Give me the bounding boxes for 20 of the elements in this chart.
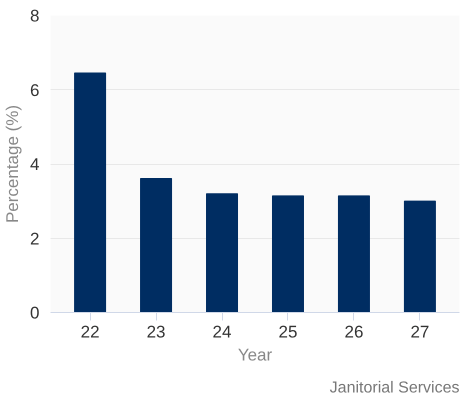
x-tick-label: 24 [212, 322, 232, 342]
bar [272, 195, 304, 312]
x-tick-label: 27 [410, 322, 430, 342]
y-tick-label: 0 [30, 304, 40, 322]
y-tick-label: 4 [30, 155, 40, 174]
x-axis-title: Year [238, 346, 273, 364]
bar [74, 72, 106, 312]
bar [338, 195, 370, 312]
bar [140, 178, 172, 312]
y-tick-label: 8 [30, 6, 40, 26]
bar [206, 193, 238, 312]
x-tick-label: 25 [278, 322, 298, 342]
bar [404, 200, 436, 312]
text: Janitorial Services [330, 380, 460, 396]
y-tick-label: 6 [30, 80, 40, 100]
x-tick-label: 26 [344, 322, 364, 342]
y-axis-title: Percentage (%) [3, 104, 22, 224]
y-tick-label: 2 [30, 229, 40, 248]
x-tick-label: 23 [146, 322, 166, 342]
x-tick-label: 22 [80, 322, 100, 342]
